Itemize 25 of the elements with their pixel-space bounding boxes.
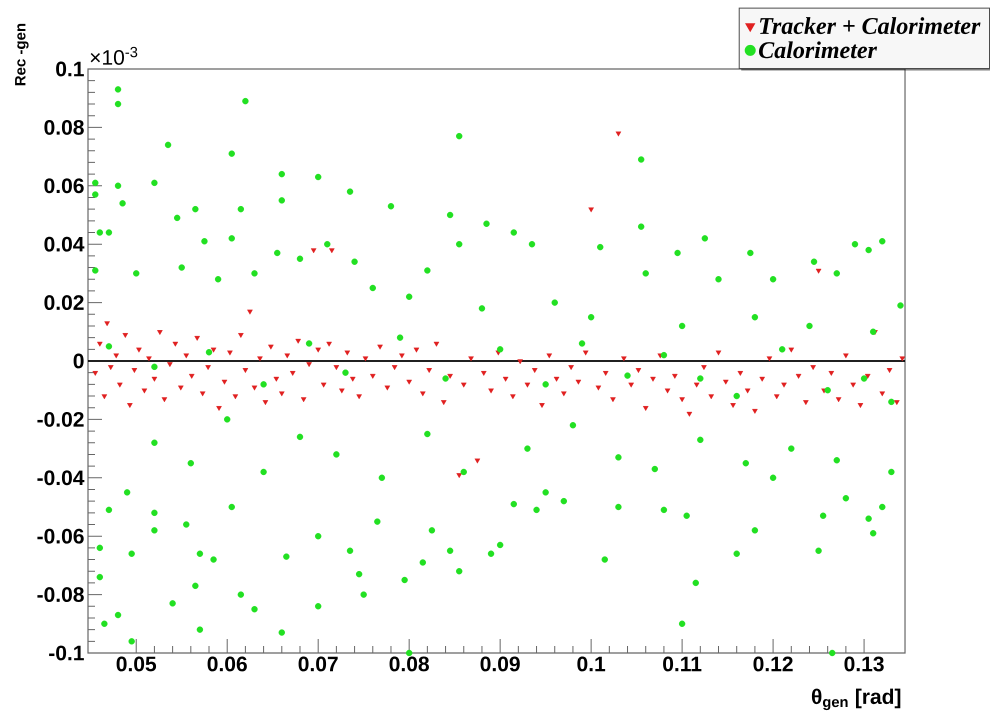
x-tick-label: 0.06 <box>208 656 247 672</box>
y-tick-label: 0.02 <box>44 295 84 310</box>
x-tick-label: 0.12 <box>753 656 793 672</box>
legend-label: Calorimeter <box>759 41 878 58</box>
y-tick-label: -0.08 <box>37 587 84 602</box>
y-tick-label: 0.1 <box>56 62 84 76</box>
y-tick-label: -0.02 <box>37 412 84 427</box>
x-tick-label: 0.1 <box>577 656 606 672</box>
legend-label: Tracker + Calorimeter <box>760 17 980 34</box>
y-tick-label: 0 <box>74 354 84 368</box>
x-tick-label: 0.11 <box>663 656 702 672</box>
y-tick-label: 0.04 <box>44 236 84 252</box>
x-tick-label: 0.05 <box>116 656 156 672</box>
y-axis-title: Rec -gen <box>15 24 29 86</box>
x-tick-label: 0.07 <box>298 656 338 672</box>
y-tick-label: -0.04 <box>37 470 84 486</box>
y-tick-label: -0.06 <box>37 528 84 544</box>
x-axis-title: θ$_{gen}$ [rad] <box>812 688 900 710</box>
y-tick-label: 0.06 <box>44 178 84 194</box>
y-tick-label: -0.1 <box>49 646 84 660</box>
x-tick-label: 0.09 <box>480 656 520 672</box>
y-tick-label: 0.08 <box>44 120 84 135</box>
text: ×10$^{-3}$ <box>90 46 138 65</box>
x-tick-label: 0.13 <box>844 656 884 672</box>
x-tick-label: 0.08 <box>390 656 429 672</box>
